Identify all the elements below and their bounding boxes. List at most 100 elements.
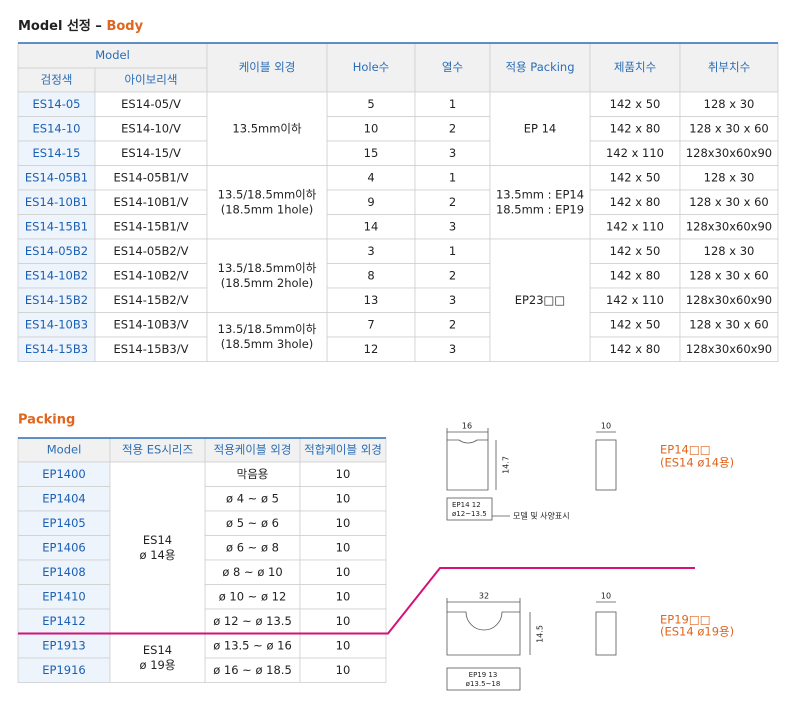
- cell: 128x30x60x90: [686, 342, 772, 356]
- dim: 32: [479, 592, 489, 601]
- merged-cell-bg: [206, 91, 328, 166]
- header: 적용 Packing: [505, 60, 574, 74]
- cell: ES14-15B3: [25, 342, 88, 356]
- merged-cell-bg: [489, 91, 591, 166]
- cell: EP1410: [42, 589, 85, 603]
- cell: EP1405: [42, 516, 85, 530]
- title-accent: Body: [106, 19, 143, 34]
- cell-bg: [204, 559, 301, 585]
- cell-bg: [17, 510, 111, 536]
- tag-box: [446, 497, 493, 521]
- header: Hole수: [353, 60, 390, 74]
- header-bg: [17, 437, 111, 463]
- cell-bg: [17, 312, 96, 338]
- merged-cell: (18.5mm 1hole): [221, 202, 314, 216]
- cell: ES14-05B2: [25, 244, 88, 258]
- cell: 2: [449, 268, 456, 282]
- ep19-desc: (ES14 ø19용): [660, 625, 734, 639]
- cell-bg: [414, 287, 491, 313]
- merged-cell-bg: [206, 238, 328, 313]
- cell-bg: [679, 238, 779, 264]
- cell: 12: [364, 342, 379, 356]
- cell: ES14-15: [33, 146, 81, 160]
- cell: 3: [449, 342, 456, 356]
- cell: 10: [336, 614, 351, 628]
- cell-bg: [299, 486, 387, 512]
- tables: Model 검정색 아이보리색 케이블 외경 Hole수 열수 적용 Packing 제품치수…: [17, 42, 779, 683]
- cell: 10: [336, 467, 351, 481]
- cell-bg: [589, 263, 681, 289]
- cell: ES14-05B2/V: [114, 244, 189, 258]
- dim: 10: [601, 422, 611, 431]
- cell-bg: [94, 263, 208, 289]
- ep19-name: EP19□□: [660, 613, 711, 627]
- tag: EP14 12: [452, 501, 481, 509]
- ep19-side: [595, 611, 617, 656]
- ep14-desc: (ES14 ø14용): [660, 456, 734, 470]
- cell: 2: [449, 317, 456, 331]
- merged-cell: EP23□□: [515, 293, 566, 307]
- header: 적합케이블 외경: [304, 443, 382, 457]
- merged-cell: 18.5mm : EP19: [496, 202, 584, 216]
- body-title: Model 선정 – Body: [18, 18, 144, 34]
- cell: ø 8 ~ ø 10: [222, 565, 282, 579]
- cell-bg: [589, 91, 681, 117]
- cell: 15: [364, 146, 379, 160]
- cell: 1: [449, 97, 456, 111]
- cell-bg: [414, 214, 491, 240]
- cell-bg: [94, 116, 208, 142]
- cell-bg: [414, 116, 491, 142]
- cell: 10: [336, 491, 351, 505]
- cell-bg: [679, 116, 779, 142]
- cell: 128 x 30 x 60: [689, 317, 768, 331]
- cell-bg: [414, 312, 491, 338]
- cell: ES14-05: [33, 97, 81, 111]
- header: 검정색: [41, 73, 73, 87]
- cell-bg: [679, 165, 779, 191]
- note: 모델 및 사양표시: [513, 511, 570, 521]
- cell: 5: [367, 97, 374, 111]
- cell: EP1406: [42, 540, 85, 554]
- cell: 3: [449, 293, 456, 307]
- cell-bg: [326, 238, 416, 264]
- cell-bg: [299, 657, 387, 683]
- header: 케이블 외경: [239, 60, 296, 74]
- cell-bg: [414, 336, 491, 362]
- cell-bg: [326, 91, 416, 117]
- cell-bg: [679, 336, 779, 362]
- cell-bg: [414, 238, 491, 264]
- cell: EP1412: [42, 614, 85, 628]
- cell: 142 x 50: [610, 170, 661, 184]
- dim: 16: [462, 422, 472, 431]
- merged-cell: 13.5/18.5mm이하: [218, 187, 317, 201]
- cell-bg: [17, 633, 111, 659]
- cell-bg: [17, 559, 111, 585]
- cell: ES14-05B1: [25, 170, 88, 184]
- cell: 128 x 30: [704, 244, 755, 258]
- cell: 128 x 30: [704, 97, 755, 111]
- cell: 142 x 50: [610, 244, 661, 258]
- cell: ø 10 ~ ø 12: [219, 589, 287, 603]
- merged-cell: ES14: [143, 643, 172, 657]
- cell-bg: [299, 461, 387, 487]
- header-bg: [204, 437, 301, 463]
- header: Model: [95, 48, 130, 62]
- cell-bg: [94, 238, 208, 264]
- cell-bg: [204, 584, 301, 610]
- header-bg: [17, 42, 208, 69]
- diagrams: [446, 428, 617, 691]
- merged-cell-bg: [489, 165, 591, 240]
- ep14-side: [595, 439, 617, 491]
- cell-bg: [17, 336, 96, 362]
- header-bg: [206, 42, 328, 93]
- merged-cell: (18.5mm 3hole): [221, 337, 314, 351]
- header-bg: [326, 42, 416, 93]
- cell-bg: [589, 312, 681, 338]
- cell: 128x30x60x90: [686, 293, 772, 307]
- cell: 142 x 80: [610, 268, 661, 282]
- cell-bg: [17, 140, 96, 166]
- cell: 1: [449, 244, 456, 258]
- merged-cell-bg: [489, 238, 591, 362]
- merged-cell: ø 19용: [140, 658, 176, 672]
- cell-bg: [204, 608, 301, 634]
